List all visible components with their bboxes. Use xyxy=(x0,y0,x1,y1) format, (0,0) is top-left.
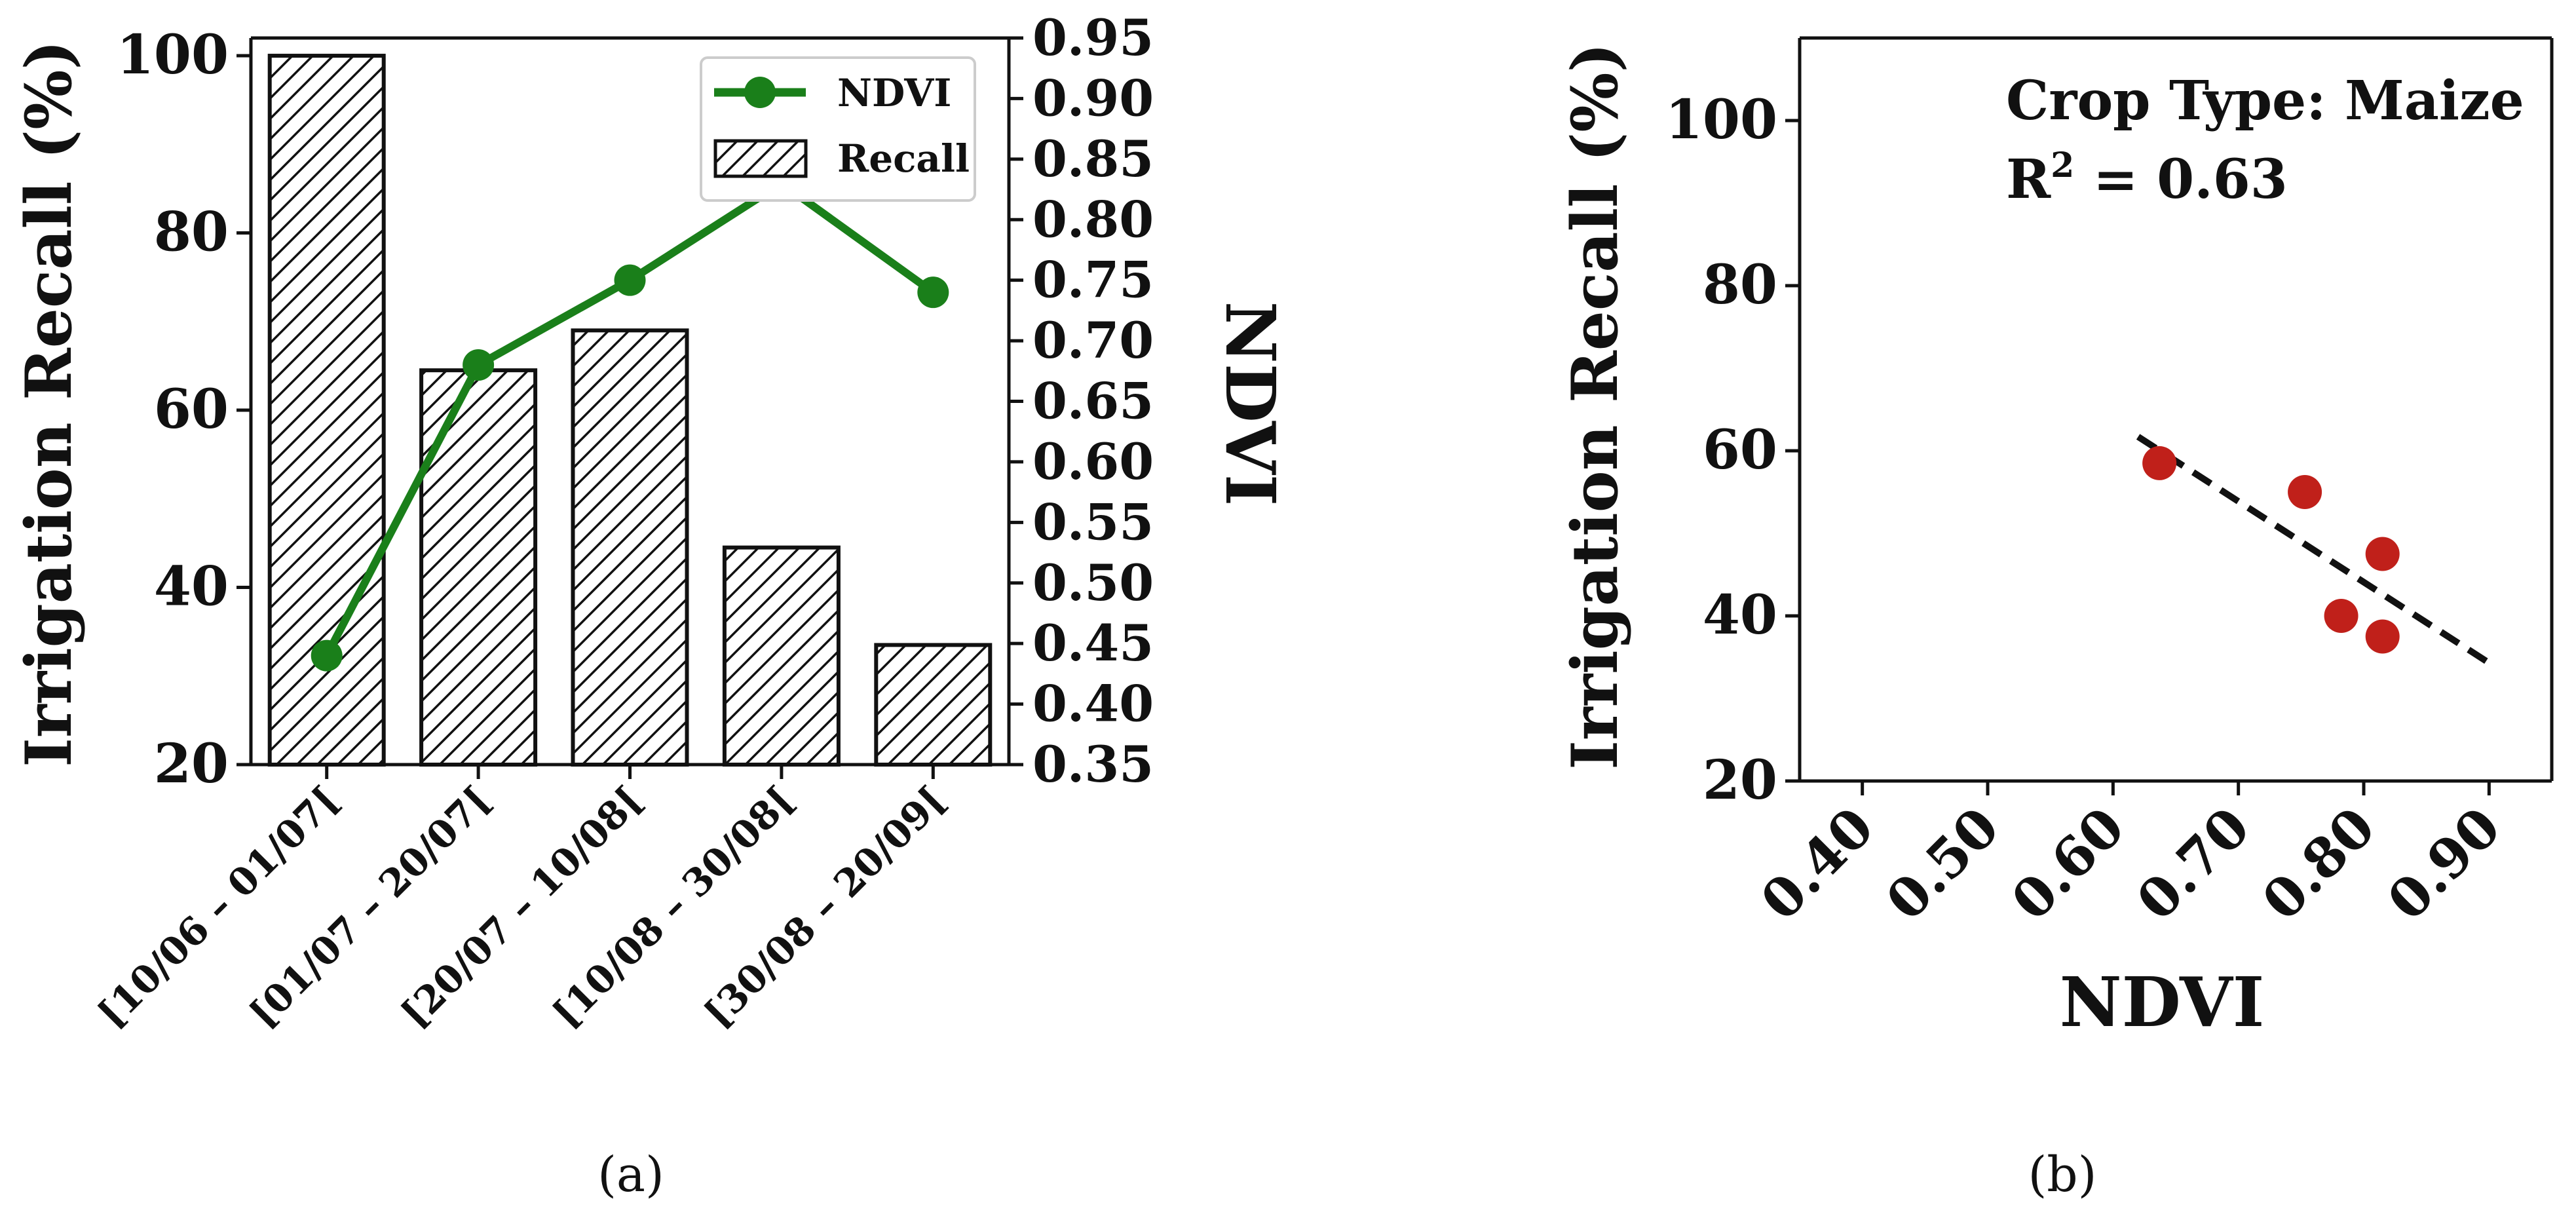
scatter-point xyxy=(2324,599,2358,633)
a-left-tick-label: 100 xyxy=(117,24,229,86)
a-right-tick-label: 0.90 xyxy=(1032,69,1154,127)
a-right-tick-label: 0.60 xyxy=(1032,432,1154,491)
a-legend: NDVI Recall xyxy=(700,56,976,202)
scatter-point xyxy=(2365,537,2400,571)
a-right-tick-label: 0.75 xyxy=(1032,251,1154,309)
a-right-tick-label: 0.35 xyxy=(1032,735,1154,793)
b-trendline xyxy=(2136,434,2491,666)
panel-b: 20 40 60 80 100 0.400.500.600.700.800.90 Irr… xyxy=(1558,36,2554,1203)
a-x-ticks: [10/06 – 01/07[[01/07 – 20/07[[20/07 – 1… xyxy=(89,765,954,1036)
a-left-tick-label: 80 xyxy=(154,201,229,264)
a-legend-recall-hatch-icon xyxy=(713,139,808,178)
a-right-tick-label: 0.85 xyxy=(1032,130,1154,188)
a-right-tick-label: 0.40 xyxy=(1032,675,1154,733)
ndvi-point xyxy=(614,264,646,296)
ndvi-point xyxy=(917,276,949,309)
b-y-tick-label: 80 xyxy=(1703,254,1777,316)
b-x-tick-label: 0.90 xyxy=(2376,795,2512,932)
a-right-tick-label: 0.70 xyxy=(1032,311,1154,370)
a-legend-recall-label: Recall xyxy=(837,136,970,181)
b-x-tick-label: 0.80 xyxy=(2250,795,2387,932)
b-annotation-crop: Crop Type: Maize xyxy=(2006,69,2524,132)
b-x-ticks: 0.400.500.600.700.800.90 xyxy=(1749,781,2512,932)
a-panel-caption: (a) xyxy=(597,1147,664,1203)
recall-bar xyxy=(722,545,841,767)
a-legend-ndvi-marker-icon xyxy=(744,77,776,108)
a-ylabel: Irrigation Recall (%) xyxy=(12,40,86,767)
a-right-tick-label: 0.45 xyxy=(1032,614,1154,672)
a-bars xyxy=(267,54,993,767)
a-right-tick-label: 0.80 xyxy=(1032,190,1154,248)
trendline xyxy=(2136,434,2491,666)
a-right-tick-label: 0.50 xyxy=(1032,554,1154,612)
a-left-tick-label: 20 xyxy=(154,733,229,795)
b-annotation-r2-sup: 2 xyxy=(2051,145,2074,185)
b-annotation-r2-prefix: R xyxy=(2006,148,2051,211)
recall-bar xyxy=(874,643,993,767)
b-y-tick-label: 60 xyxy=(1703,419,1777,482)
a-left-ticks: 20 40 60 80 100 xyxy=(117,24,251,795)
ndvi-point xyxy=(311,639,343,672)
ndvi-point xyxy=(463,349,495,381)
b-x-tick-label: 0.40 xyxy=(1749,795,1886,932)
b-y-tick-label: 40 xyxy=(1703,584,1777,647)
b-x-tick-label: 0.70 xyxy=(2125,795,2262,932)
b-ylabel: Irrigation Recall (%) xyxy=(1558,43,1632,770)
a-right-tick-label: 0.95 xyxy=(1032,9,1154,67)
recall-bar xyxy=(419,368,538,767)
a-right-ticks: 0.350.400.450.500.550.600.650.700.750.80… xyxy=(1009,9,1154,793)
a-left-tick-label: 60 xyxy=(154,378,229,441)
b-y-ticks: 20 40 60 80 100 xyxy=(1665,88,1800,812)
a-left-tick-label: 40 xyxy=(154,556,229,619)
a-right-tick-label: 0.55 xyxy=(1032,493,1154,551)
a-legend-ndvi-label: NDVI xyxy=(837,71,951,115)
b-x-tick-label: 0.60 xyxy=(1999,795,2136,932)
recall-bar xyxy=(571,328,689,767)
b-annotation-r2: R2 = 0.63 xyxy=(2006,145,2288,211)
b-annotation-r2-value: = 0.63 xyxy=(2074,148,2288,211)
scatter-point xyxy=(2288,475,2322,509)
b-points xyxy=(2142,446,2400,654)
a-y2label: NDVI xyxy=(1210,301,1291,506)
b-y-tick-label: 100 xyxy=(1665,88,1777,151)
a-right-tick-label: 0.65 xyxy=(1032,372,1154,430)
scatter-point xyxy=(2365,619,2400,654)
b-x-tick-label: 0.50 xyxy=(1874,795,2011,932)
b-xlabel: NDVI xyxy=(2060,962,2265,1042)
b-panel-caption: (b) xyxy=(2028,1147,2096,1203)
panel-a: 20 40 60 80 100 0.350.400.450.500.550.600.65… xyxy=(12,9,1291,1203)
b-y-tick-label: 20 xyxy=(1703,749,1777,812)
scatter-point xyxy=(2142,446,2177,480)
